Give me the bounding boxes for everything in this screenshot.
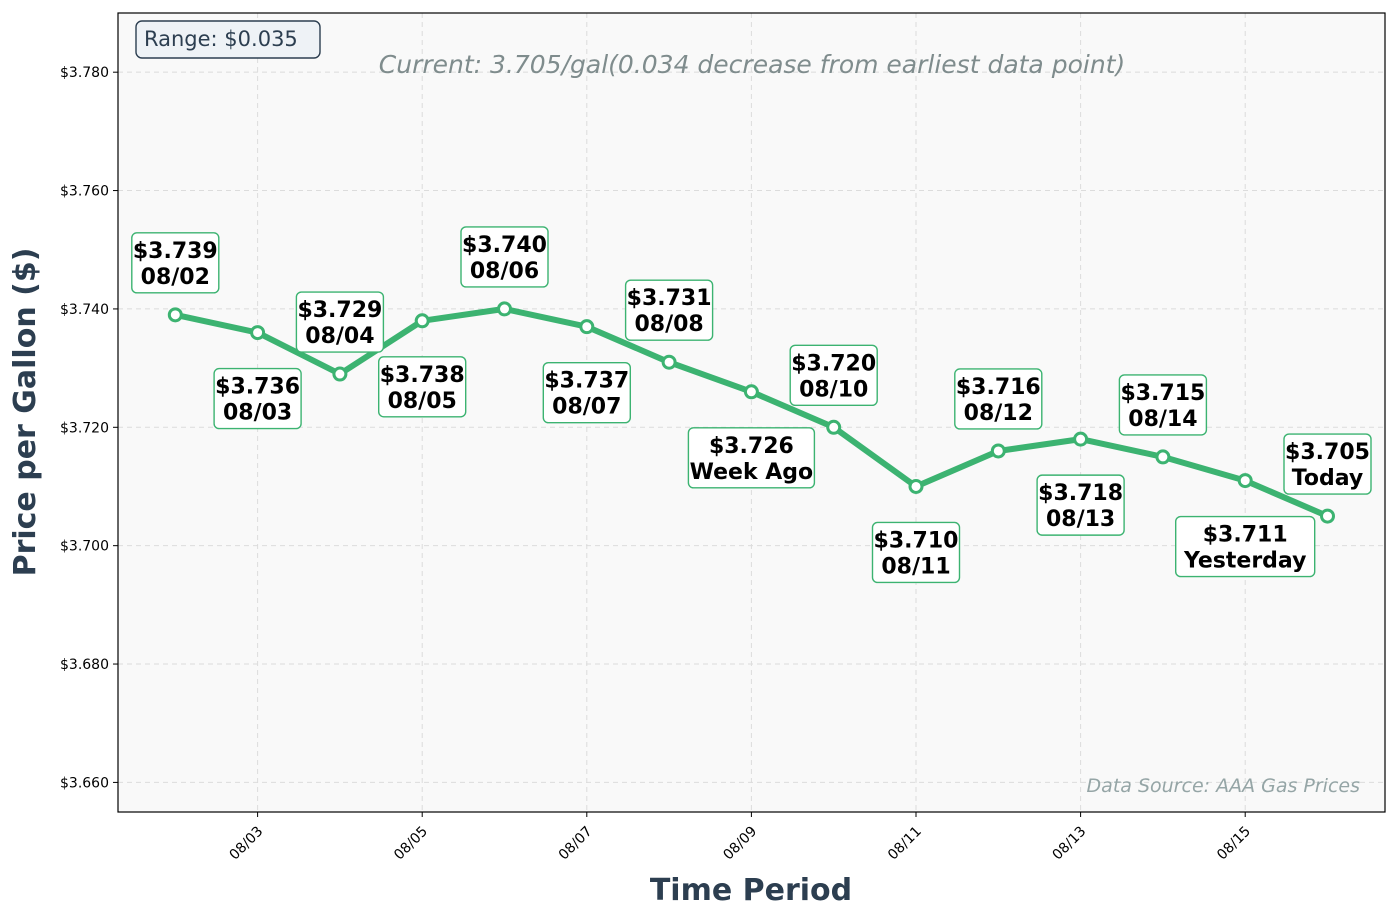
data-point-marker xyxy=(661,354,677,370)
data-labels: $3.73908/02$3.73608/03$3.72908/04$3.7380… xyxy=(131,226,1372,584)
data-label-box xyxy=(871,521,961,584)
data-point-marker xyxy=(332,366,348,382)
data-label-price: $3.705 xyxy=(1285,440,1370,465)
data-label-price: $3.718 xyxy=(1038,481,1123,506)
data-label-box xyxy=(542,361,631,424)
data-point-marker xyxy=(414,313,430,329)
data-label-date: 08/04 xyxy=(305,324,374,349)
data-label-box xyxy=(1283,433,1372,495)
data-label-price: $3.716 xyxy=(956,375,1041,400)
x-tick-label: 08/05 xyxy=(391,824,431,864)
y-tick-label: $3.740 xyxy=(60,302,109,318)
data-label-price: $3.736 xyxy=(215,375,300,400)
x-tick-label: 08/15 xyxy=(1214,824,1254,864)
data-point-marker xyxy=(990,443,1006,459)
data-point-marker xyxy=(826,419,842,435)
data-point-marker xyxy=(1073,431,1089,447)
y-tick-label: $3.720 xyxy=(60,420,109,436)
data-point-marker xyxy=(1155,449,1171,465)
range-badge: Range: $0.035 xyxy=(135,20,321,59)
data-label-price: $3.726 xyxy=(709,434,794,459)
x-axis-title: Time Period xyxy=(650,873,852,908)
data-label-box xyxy=(1118,374,1208,436)
y-tick-label: $3.660 xyxy=(60,775,109,791)
data-label-price: $3.711 xyxy=(1203,523,1288,548)
data-label-box xyxy=(378,356,467,418)
plot-frame xyxy=(117,12,1386,813)
data-label-date: 08/13 xyxy=(1046,507,1115,532)
data-point-marker xyxy=(250,325,266,341)
data-label-date: 08/12 xyxy=(964,401,1033,426)
data-point-marker xyxy=(167,307,183,323)
y-tick-label: $3.680 xyxy=(60,657,109,673)
data-label-price: $3.737 xyxy=(544,369,629,394)
data-label-box xyxy=(213,367,302,430)
data-label-date: Today xyxy=(1292,466,1363,491)
data-label-price: $3.739 xyxy=(133,239,218,264)
y-axis-title: Price per Gallon ($) xyxy=(8,248,43,577)
y-tick-label: $3.700 xyxy=(60,539,109,555)
x-tick-label: 08/13 xyxy=(1050,824,1090,864)
x-tick-label: 08/07 xyxy=(556,824,596,864)
data-label-date: 08/11 xyxy=(881,554,950,579)
x-tick-label: 08/09 xyxy=(720,824,760,864)
data-label-price: $3.715 xyxy=(1120,381,1205,406)
data-label-date: Yesterday xyxy=(1183,549,1306,574)
x-tick-label: 08/03 xyxy=(227,824,267,864)
data-label-date: 08/10 xyxy=(799,377,868,402)
data-label-date: 08/05 xyxy=(388,389,457,414)
range-label: Range: $0.035 xyxy=(144,27,298,51)
x-tick-label: 08/11 xyxy=(885,824,925,864)
data-label-box xyxy=(460,226,549,288)
data-label-price: $3.720 xyxy=(791,351,876,376)
data-label-date: 08/03 xyxy=(223,401,292,426)
data-label-box xyxy=(624,279,714,341)
data-label-price: $3.738 xyxy=(380,363,465,388)
data-point-marker xyxy=(908,478,924,494)
data-label-price: $3.710 xyxy=(874,528,959,553)
source-note: Data Source: AAA Gas Prices xyxy=(1087,775,1361,797)
data-label-date: 08/06 xyxy=(470,259,539,284)
data-label-box xyxy=(295,291,385,353)
data-label-box xyxy=(789,344,878,406)
data-label-box xyxy=(1036,474,1125,536)
y-tick-label: $3.760 xyxy=(60,184,109,200)
data-label-box xyxy=(687,427,816,489)
data-point-marker xyxy=(1320,508,1335,524)
data-label-box xyxy=(131,232,220,294)
data-label-box xyxy=(954,368,1043,430)
data-label-date: 08/14 xyxy=(1128,407,1197,432)
data-label-date: Week Ago xyxy=(690,460,814,485)
y-tick-label: $3.780 xyxy=(60,65,109,81)
data-label-price: $3.729 xyxy=(297,298,382,323)
data-label-price: $3.731 xyxy=(627,286,712,311)
data-point-marker xyxy=(743,384,759,400)
data-label-date: 08/02 xyxy=(141,265,210,290)
chart-subtitle: Current: 3.705/gal(0.034 decrease from e… xyxy=(379,50,1125,79)
data-point-marker xyxy=(579,319,595,335)
series-layer xyxy=(167,301,1335,524)
data-label-box xyxy=(1174,515,1316,578)
data-label-date: 08/08 xyxy=(634,312,703,337)
data-point-marker xyxy=(497,301,512,317)
data-point-marker xyxy=(1237,473,1253,489)
data-label-price: $3.740 xyxy=(462,233,547,258)
data-label-date: 08/07 xyxy=(552,395,621,420)
